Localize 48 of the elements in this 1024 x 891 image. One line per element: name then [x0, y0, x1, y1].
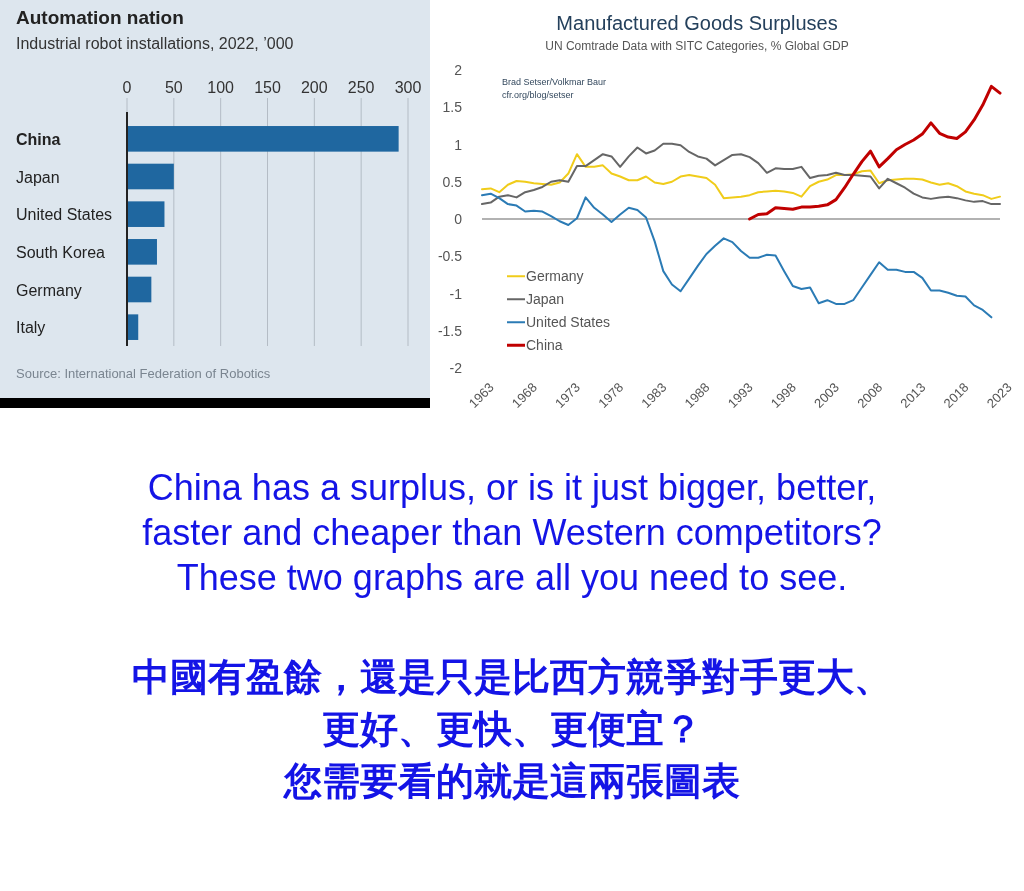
line-series — [481, 153, 1001, 200]
y-tick-label: Italy — [16, 319, 46, 337]
bar — [127, 239, 157, 265]
x-tick-label: 200 — [300, 79, 328, 96]
bar — [127, 314, 139, 340]
y-tick-label: 2 — [454, 62, 463, 78]
x-tick-label: 50 — [164, 79, 183, 96]
x-tick-label: 0 — [122, 79, 132, 96]
chart-subtitle: UN Comtrade Data with SITC Categories, % Global GDP — [545, 39, 849, 53]
text: These two graphs are all you need to see. — [176, 557, 848, 598]
source-note: Source: International Federation of Robotics — [16, 366, 271, 381]
y-tick-label: -1 — [449, 285, 463, 302]
y-tick-label: -1.5 — [437, 322, 463, 339]
y-tick-label: China — [16, 130, 61, 148]
text: faster and cheaper than Western competitors? — [142, 512, 882, 553]
text: 中國有盈餘，還是只是比西方競爭對手更大、 — [132, 656, 892, 698]
legend-label: United States — [526, 314, 611, 331]
y-tick-label: Japan — [16, 168, 60, 186]
line-series — [481, 142, 1001, 206]
bar — [127, 201, 165, 227]
text: 您需要看的就是這兩張圖表 — [282, 760, 740, 802]
annotation: Brad Setser/Volkmar Baur — [502, 77, 607, 87]
chart-subtitle: Industrial robot installations, 2022, ’000 — [16, 35, 294, 52]
y-tick-label: United States — [16, 206, 113, 224]
bar — [127, 276, 152, 303]
annotation: cfr.org/blog/setser — [502, 90, 574, 100]
bar — [127, 163, 174, 190]
bar — [127, 126, 399, 152]
x-tick-label: 150 — [254, 79, 281, 96]
y-tick-label: South Korea — [16, 243, 106, 261]
chart-title: Manufactured Goods Surpluses — [556, 12, 838, 34]
y-tick-label: Germany — [16, 281, 82, 299]
text: China has a surplus, or is it just bigger, better, — [147, 467, 877, 508]
legend-label: Germany — [526, 268, 584, 285]
y-tick-label: -0.5 — [437, 248, 463, 265]
y-tick-label: 0 — [454, 211, 463, 227]
x-tick-label: 100 — [207, 79, 235, 96]
legend-label: China — [526, 337, 563, 354]
y-tick-label: 1 — [454, 136, 463, 153]
line-series — [748, 84, 1002, 221]
y-tick-label: 0.5 — [442, 173, 463, 190]
x-tick-label: 300 — [394, 79, 422, 96]
chart-title: Automation nation — [16, 7, 184, 28]
legend-label: Japan — [526, 291, 565, 308]
y-tick-label: -2 — [449, 360, 463, 376]
y-tick-label: 1.5 — [442, 99, 463, 116]
text: 更好、更快、更便宜？ — [322, 708, 702, 750]
x-tick-label: 250 — [347, 79, 375, 96]
